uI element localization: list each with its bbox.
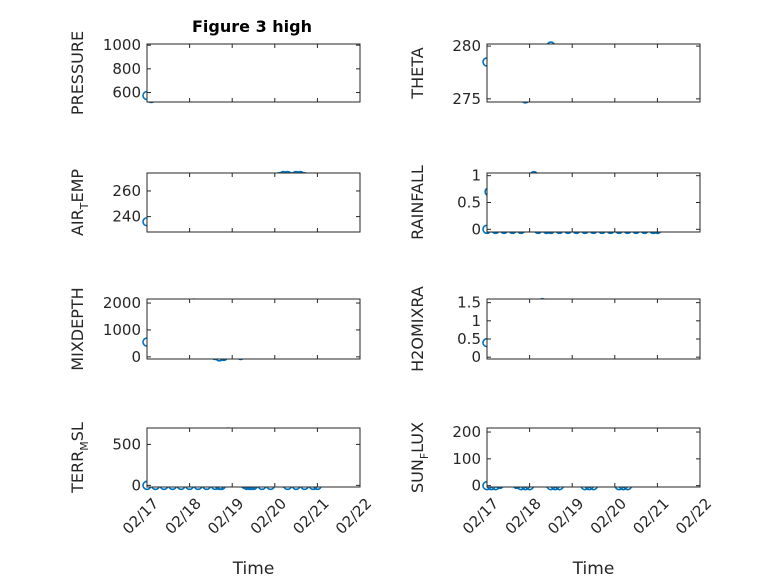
y-tick-label: 1 (471, 312, 481, 330)
axes-frame (486, 172, 701, 233)
axes-frame (486, 43, 701, 103)
y-axis-label: PRESSURE (68, 31, 87, 115)
axes-frame (146, 427, 361, 488)
y-tick-label: 0.5 (457, 194, 481, 212)
y-axis-label: H2OMIXRA (408, 286, 427, 372)
axes-frame (146, 43, 361, 103)
x-tick-label: 02/17 (459, 495, 502, 538)
y-tick-label: 0 (471, 348, 481, 366)
x-tick-label: 02/20 (247, 495, 290, 538)
y-axis-label: RAINFALL (408, 165, 427, 240)
axes-frame (486, 427, 701, 488)
x-axis-label: Time (572, 559, 615, 579)
y-tick-label: 0 (131, 348, 141, 366)
y-tick-label: 800 (112, 60, 141, 78)
axes-frame (486, 298, 701, 360)
figure-title: Figure 3 high (192, 17, 312, 36)
y-tick-label: 1 (471, 167, 481, 185)
subplot-rainfall: 0 0.5 1 RAINFALL (408, 165, 701, 240)
axes-frame (146, 172, 361, 233)
y-tick-label: 500 (112, 435, 141, 453)
subplot-mixdepth: 0 1000 2000 MIXDEPTH (68, 287, 361, 371)
x-tick-label: 02/18 (162, 495, 205, 538)
subplot-sun-flux: 0 100 200 02/17 02/18 02/19 02/20 02/21 02/22 SUN… (408, 422, 715, 579)
subplot-theta: 275 280 THETA (408, 37, 701, 108)
y-axis-label: MIXDEPTH (68, 287, 87, 370)
x-tick-label: 02/19 (204, 495, 247, 538)
x-tick-label: 02/21 (629, 495, 672, 538)
y-tick-label: 200 (452, 423, 481, 441)
y-axis-label: THETA (408, 47, 427, 99)
x-tick-label: 02/18 (502, 495, 545, 538)
x-tick-label: 02/20 (587, 495, 630, 538)
y-tick-label: 2000 (103, 294, 141, 312)
subplot-terr-msl: 0 500 02/17 02/18 02/19 02/20 02/21 02/22 TERRMS… (68, 422, 375, 579)
y-tick-label: 240 (112, 208, 141, 226)
y-tick-label: 260 (112, 182, 141, 200)
subplot-h2omixra: 00.511.5 H2OMIXRA (408, 286, 701, 372)
x-tick-label: 02/17 (119, 495, 162, 538)
y-tick-label: 100 (452, 450, 481, 468)
y-axis-label: SUNFLUX (408, 422, 431, 493)
x-axis-label: Time (232, 559, 275, 579)
x-tick-label: 02/22 (332, 495, 375, 538)
x-tick-label: 02/21 (289, 495, 332, 538)
y-tick-label: 0 (471, 220, 481, 238)
x-tick-label: 02/19 (544, 495, 587, 538)
subplot-pressure: 600 800 1000 PRESSURE (68, 31, 361, 115)
y-tick-label: 280 (452, 37, 481, 55)
y-axis-label: AIRTEMP (68, 169, 91, 236)
y-tick-label: 1000 (103, 36, 141, 54)
subplot-air-temp: 240 260 AIRTEMP (68, 169, 361, 236)
y-tick-label: 1000 (103, 321, 141, 339)
x-tick-label: 02/22 (672, 495, 715, 538)
axes-frame (146, 298, 361, 360)
y-axis-label: TERRMSL (68, 422, 91, 494)
y-tick-label: 275 (452, 90, 481, 108)
y-tick-label: 600 (112, 84, 141, 102)
y-tick-label: 0 (471, 477, 481, 495)
y-tick-label: 1.5 (457, 294, 481, 312)
y-tick-label: 0.5 (457, 330, 481, 348)
y-tick-label: 0 (131, 476, 141, 494)
